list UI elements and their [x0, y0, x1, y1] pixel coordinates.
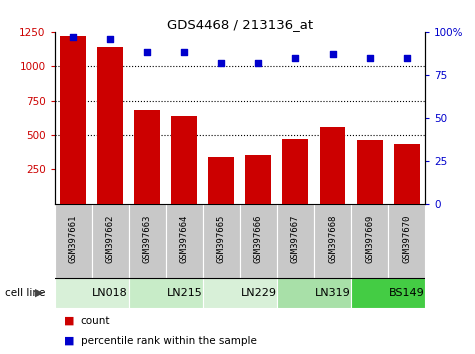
Text: ■: ■	[64, 316, 75, 326]
Bar	[351, 204, 388, 278]
Bar	[388, 204, 425, 278]
Text: ■: ■	[64, 336, 75, 346]
Bar	[240, 204, 277, 278]
Bar	[92, 204, 129, 278]
Point	[255, 60, 262, 65]
Point	[180, 50, 188, 55]
Text: GSM397670: GSM397670	[402, 215, 411, 263]
Point	[69, 34, 77, 40]
Bar	[55, 204, 92, 278]
Bar	[203, 278, 277, 308]
Text: GSM397668: GSM397668	[328, 215, 337, 263]
Bar	[351, 278, 425, 308]
Bar	[203, 204, 240, 278]
Point	[329, 51, 336, 57]
Point	[403, 55, 410, 61]
Point	[106, 36, 114, 41]
Text: percentile rank within the sample: percentile rank within the sample	[81, 336, 256, 346]
Bar	[171, 116, 197, 204]
Text: ▶: ▶	[35, 288, 43, 298]
Bar	[134, 110, 160, 204]
Bar	[394, 144, 419, 204]
Point	[143, 50, 151, 55]
Text: LN229: LN229	[240, 288, 276, 298]
Point	[292, 55, 299, 61]
Text: GSM397663: GSM397663	[143, 215, 152, 263]
Text: BS149: BS149	[389, 288, 425, 298]
Bar	[129, 204, 166, 278]
Bar	[314, 204, 351, 278]
Text: GSM397667: GSM397667	[291, 215, 300, 263]
Text: GSM397665: GSM397665	[217, 215, 226, 263]
Bar	[277, 278, 351, 308]
Bar	[97, 47, 123, 204]
Text: GSM397669: GSM397669	[365, 215, 374, 263]
Text: count: count	[81, 316, 110, 326]
Text: GSM397666: GSM397666	[254, 215, 263, 263]
Title: GDS4468 / 213136_at: GDS4468 / 213136_at	[167, 18, 313, 31]
Bar	[55, 278, 129, 308]
Text: LN018: LN018	[92, 288, 128, 298]
Point	[218, 60, 225, 65]
Bar	[357, 140, 382, 204]
Text: LN319: LN319	[314, 288, 351, 298]
Bar	[60, 36, 86, 204]
Text: GSM397664: GSM397664	[180, 215, 189, 263]
Text: LN215: LN215	[166, 288, 202, 298]
Bar	[277, 204, 314, 278]
Bar	[283, 139, 308, 204]
Text: GSM397662: GSM397662	[106, 215, 114, 263]
Bar	[246, 155, 271, 204]
Text: GSM397661: GSM397661	[69, 215, 77, 263]
Point	[366, 55, 373, 61]
Bar	[320, 127, 345, 204]
Text: cell line: cell line	[5, 288, 45, 298]
Bar	[129, 278, 203, 308]
Bar	[166, 204, 203, 278]
Bar	[209, 157, 234, 204]
